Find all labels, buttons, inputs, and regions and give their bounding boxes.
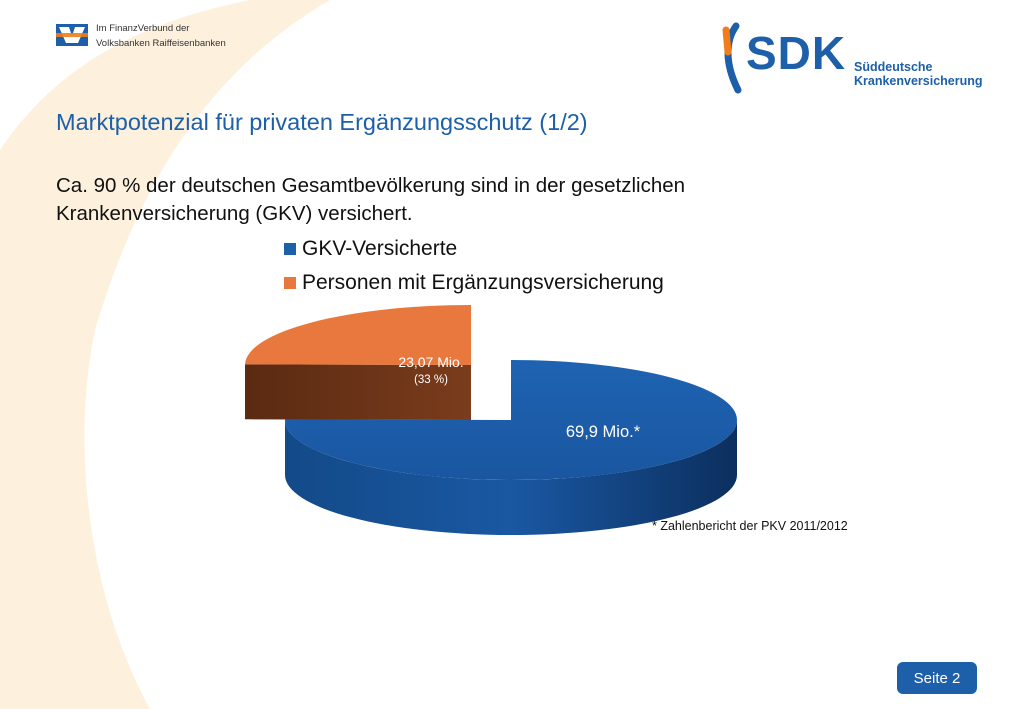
page-number-button[interactable]: Seite 2 xyxy=(897,662,977,694)
sdk-logo: SDK Süddeutsche Krankenversicherung xyxy=(716,22,986,94)
legend-label-gkv: GKV-Versicherte xyxy=(302,237,458,260)
slide-subtitle: Ca. 90 % der deutschen Gesamtbevölkerung… xyxy=(56,174,686,225)
sdk-bracket-icon xyxy=(722,22,742,94)
legend-swatch-gkv xyxy=(284,243,296,255)
sdk-sub-line-2: Krankenversicherung xyxy=(854,74,983,88)
pie-slice-side-ergaenzung xyxy=(245,364,471,420)
chart-footnote: * Zahlenbericht der PKV 2011/2012 xyxy=(652,519,848,533)
chart-legend: GKV-Versicherte Personen mit Ergänzungsv… xyxy=(284,232,664,300)
volksbank-logo xyxy=(56,24,88,46)
vr-line-2: Volksbanken Raiffeisenbanken xyxy=(96,38,226,49)
legend-item-gkv: GKV-Versicherte xyxy=(284,232,664,266)
sdk-sub-line-1: Süddeutsche xyxy=(854,60,933,74)
vr-line-1: Im FinanzVerbund der xyxy=(96,23,190,34)
legend-label-ergaenzung: Personen mit Ergänzungsversicherung xyxy=(302,271,664,294)
sdk-subtitle: Süddeutsche Krankenversicherung xyxy=(854,60,983,88)
pie-sublabel-ergaenzung: (33 %) xyxy=(414,374,448,386)
sdk-wordmark: SDK xyxy=(746,27,847,79)
slide-title: Marktpotenzial für privaten Ergänzungssc… xyxy=(56,109,588,135)
legend-swatch-ergaenzung xyxy=(284,277,296,289)
vr-finanzverbund-text: Im FinanzVerbund der Volksbanken Raiffei… xyxy=(96,21,226,51)
pie-slice-side-gkv xyxy=(285,420,737,535)
pie-label-ergaenzung: 23,07 Mio. xyxy=(398,354,463,370)
legend-item-ergaenzung: Personen mit Ergänzungsversicherung xyxy=(284,266,664,300)
pie-slice-ergaenzung xyxy=(245,305,471,365)
pie-slice-gkv xyxy=(284,360,737,481)
pie-label-gkv: 69,9 Mio.* xyxy=(566,423,641,441)
